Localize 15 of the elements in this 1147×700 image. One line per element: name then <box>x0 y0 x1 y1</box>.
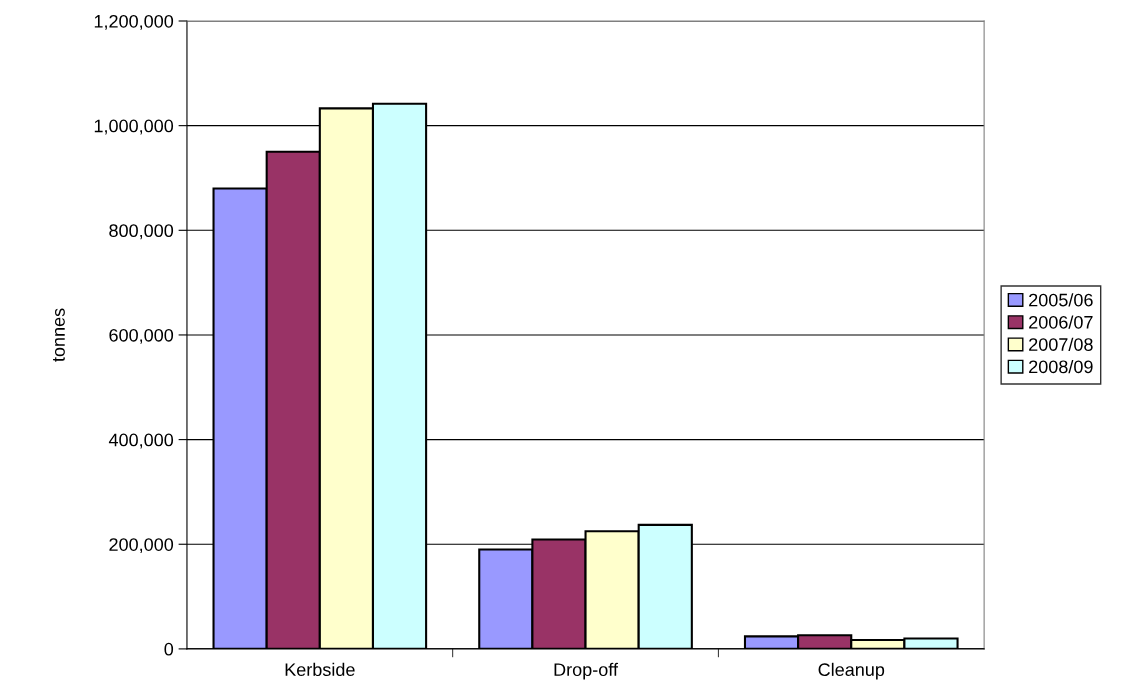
y-tick-label: 400,000 <box>108 433 174 449</box>
legend-label: 2008/09 <box>1029 359 1093 374</box>
y-tick-label: 600,000 <box>109 328 174 344</box>
y-tick-label: 1,000,000 <box>94 119 174 135</box>
y-tick-label: 1,200,000 <box>94 14 174 30</box>
y-tick-label: 0 <box>164 642 174 656</box>
legend-label: 2006/07 <box>1029 315 1093 329</box>
x-tick-label: Cleanup <box>818 662 885 680</box>
legend-label: 2007/08 <box>1029 337 1093 351</box>
x-tick-label: Kerbside <box>285 662 355 677</box>
legend-label: 2005/06 <box>1029 293 1093 307</box>
x-tick-label: Drop-off <box>554 662 619 680</box>
y-tick-label: 200,000 <box>109 538 174 554</box>
y-tick-label: 800,000 <box>109 224 174 240</box>
y-axis-title: tonnes <box>53 308 65 362</box>
